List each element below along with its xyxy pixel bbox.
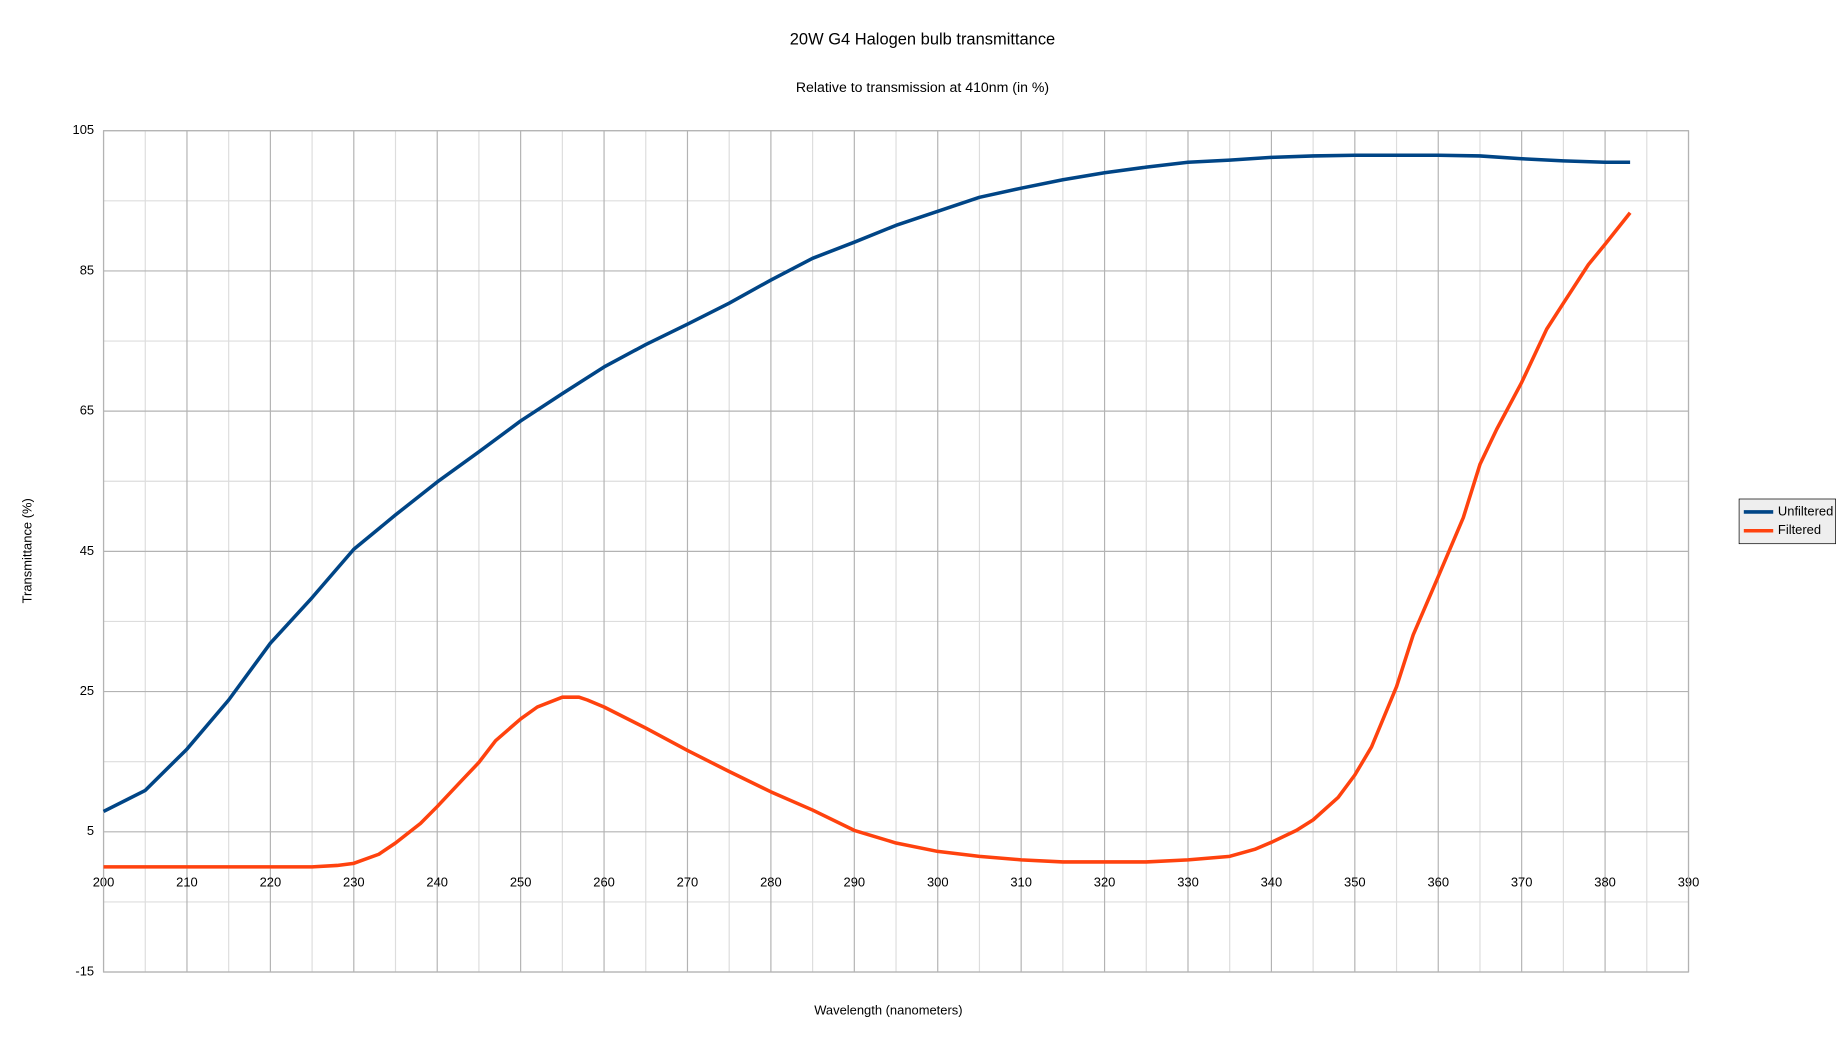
- plot-border: [102, 130, 1690, 973]
- x-tick-label: 220: [260, 875, 282, 890]
- legend-label: Filtered: [1778, 522, 1821, 537]
- legend-box: [1738, 498, 1836, 545]
- y-tick-label: 65: [80, 403, 94, 418]
- data-line: [103, 211, 1632, 869]
- x-tick-label: 340: [1261, 875, 1283, 890]
- x-tick-label: 230: [343, 875, 365, 890]
- legend: Unfiltered Filtered: [1738, 498, 1836, 545]
- x-tick-label: 300: [927, 875, 949, 890]
- y-tick-label: 5: [87, 823, 94, 838]
- x-tick-label: 260: [593, 875, 615, 890]
- y-tick-label: 105: [73, 122, 95, 137]
- legend-label: Unfiltered: [1778, 503, 1833, 518]
- y-tick-label: -15: [75, 963, 94, 978]
- x-tick-label: 320: [1094, 875, 1116, 890]
- x-tick-label: 380: [1594, 875, 1616, 890]
- x-tick-label: 250: [510, 875, 532, 890]
- x-axis-label: Wavelength (nanometers): [814, 1002, 962, 1017]
- x-tick-label: 360: [1427, 875, 1449, 890]
- data-line: [102, 153, 1631, 814]
- y-tick-label: 45: [80, 543, 94, 558]
- x-tick-label: 240: [426, 875, 448, 890]
- x-tick-label: 270: [677, 875, 699, 890]
- y-tick-label: 85: [80, 262, 94, 277]
- chart-subtitle: Relative to transmission at 410nm (in %): [796, 79, 1049, 95]
- x-tick-label: 350: [1344, 875, 1366, 890]
- y-axis-label: Transmittance (%): [20, 498, 35, 603]
- x-tick-label: 370: [1511, 875, 1533, 890]
- x-tick-label: 210: [176, 875, 198, 890]
- x-tick-label: 310: [1010, 875, 1032, 890]
- x-tick-label: 290: [844, 875, 866, 890]
- y-tick-label: 25: [80, 683, 94, 698]
- x-tick-label: 280: [760, 875, 782, 890]
- x-tick-label: 330: [1177, 875, 1199, 890]
- chart-title: 20W G4 Halogen bulb transmittance: [790, 30, 1055, 48]
